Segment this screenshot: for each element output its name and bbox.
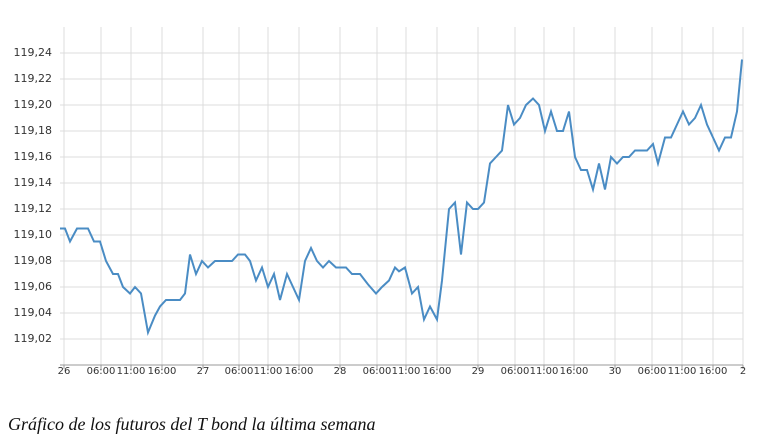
x-tick-label: 06:00 [363,366,392,377]
x-tick-label: 16:00 [423,366,452,377]
x-tick-label: 06:00 [87,366,116,377]
y-tick-label: 119,02 [14,332,53,345]
price-line [60,59,743,337]
y-tick-label: 119,04 [14,306,53,319]
x-tick-label: 27 [197,366,210,377]
y-tick-label: 119,10 [14,228,53,241]
x-tick-label: 11:00 [254,366,283,377]
x-tick-label: 28 [334,366,347,377]
x-tick-label: 06:00 [638,366,667,377]
x-tick-label: 11:00 [530,366,559,377]
x-tick-label: 26 [58,366,71,377]
x-tick-label: 11:00 [392,366,421,377]
x-tick-label: 29 [472,366,485,377]
x-tick-label: 16:00 [699,366,728,377]
x-tick-label: 06:00 [225,366,254,377]
y-tick-label: 119,14 [14,176,53,189]
y-tick-label: 119,06 [14,280,53,293]
y-tick-label: 119,12 [14,202,53,215]
y-tick-label: 119,20 [14,98,53,111]
x-tick-label: 30 [609,366,622,377]
y-tick-label: 119,22 [14,72,53,85]
x-tick-label: 16:00 [148,366,177,377]
x-tick-label: 11:00 [668,366,697,377]
y-tick-label: 119,18 [14,124,53,137]
x-tick-label: 2 [740,366,746,377]
x-tick-label: 16:00 [285,366,314,377]
y-tick-label: 119,08 [14,254,53,267]
x-tick-label: 11:00 [117,366,146,377]
x-tick-label: 06:00 [501,366,530,377]
x-tick-label: 16:00 [560,366,589,377]
y-tick-label: 119,24 [14,46,53,59]
y-tick-label: 119,16 [14,150,53,163]
caption: Gráfico de los futuros del T bond la últ… [8,414,376,434]
